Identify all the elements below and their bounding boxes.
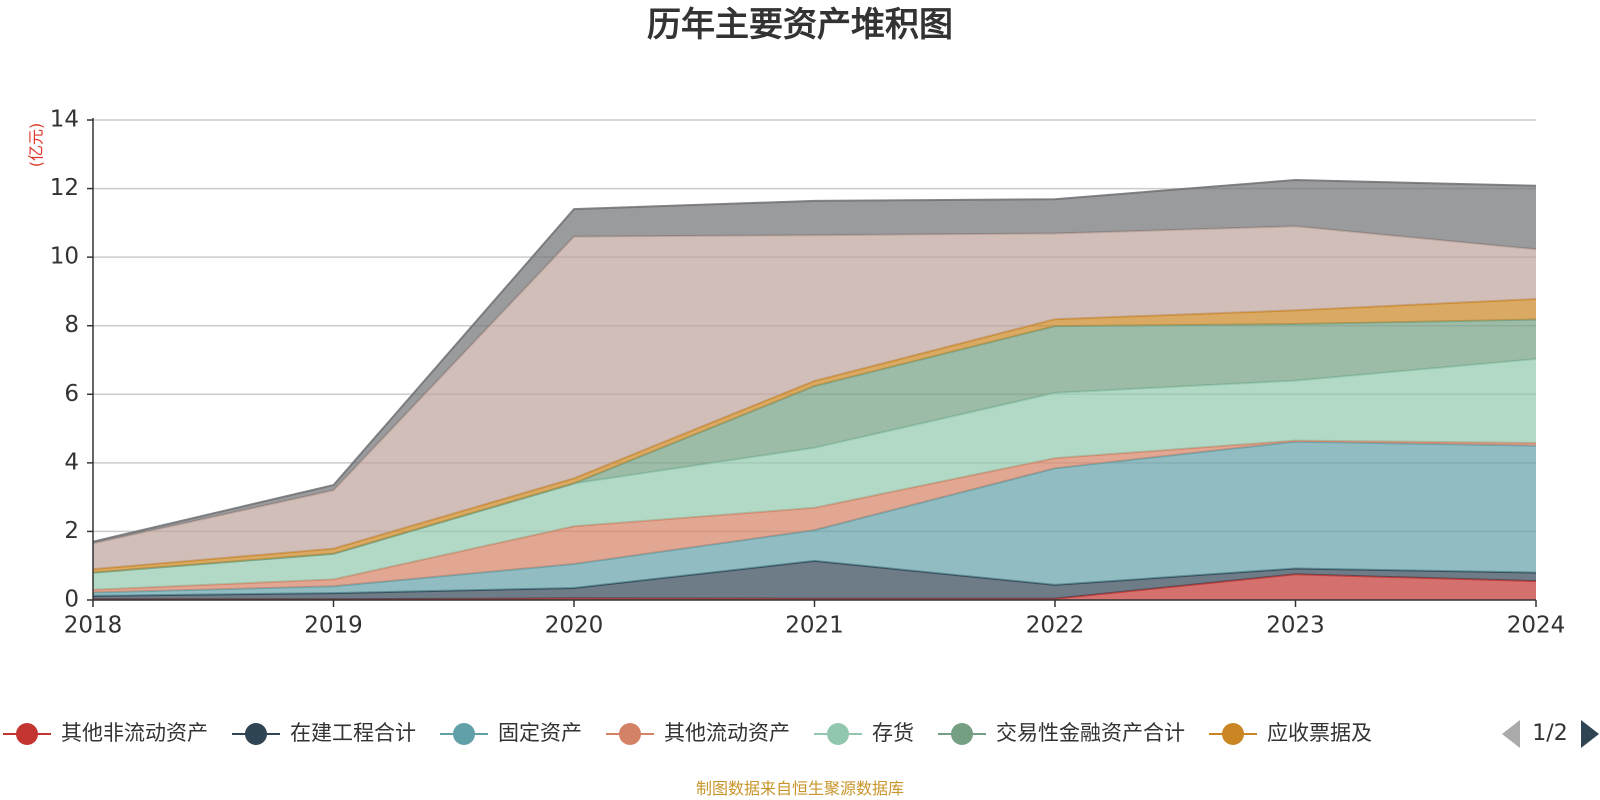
legend-pager: 1/2 xyxy=(1502,720,1599,748)
area-series xyxy=(93,574,1536,600)
y-tick-label: 0 xyxy=(64,587,79,613)
legend-label: 其他流动资产 xyxy=(664,721,790,745)
legend-label: 在建工程合计 xyxy=(290,721,416,745)
legend-label: 应收票据及 xyxy=(1267,721,1372,745)
x-tick-label: 2024 xyxy=(1507,613,1566,639)
area-series xyxy=(93,319,1536,573)
area-series xyxy=(93,440,1536,593)
legend-marker xyxy=(453,723,475,745)
legend-item[interactable]: 其他非流动资产 xyxy=(3,721,208,745)
legend-marker xyxy=(1222,723,1244,745)
area-series xyxy=(93,226,1536,570)
area-layer xyxy=(92,178,1537,601)
x-tick-label: 2019 xyxy=(304,613,363,639)
legend-page-indicator: 1/2 xyxy=(1532,721,1567,746)
legend-item[interactable]: 在建工程合计 xyxy=(232,721,416,745)
chart-title: 历年主要资产堆积图 xyxy=(647,5,953,45)
y-axis-title: (亿元) xyxy=(27,123,46,168)
x-tick-label: 2022 xyxy=(1026,613,1085,639)
y-tick-label: 4 xyxy=(64,449,79,475)
area-series-edge xyxy=(92,178,1537,543)
legend-prev-arrow-icon[interactable] xyxy=(1502,720,1520,748)
legend-label: 固定资产 xyxy=(498,721,582,745)
x-tick-label: 2023 xyxy=(1266,613,1325,639)
legend-marker xyxy=(827,723,849,745)
x-tick-label: 2018 xyxy=(64,613,123,639)
legend-label: 交易性金融资产合计 xyxy=(996,721,1185,745)
area-series xyxy=(93,180,1536,544)
y-tick-label: 2 xyxy=(64,518,79,544)
legend-marker xyxy=(16,723,38,745)
legend-next-arrow-icon[interactable] xyxy=(1581,720,1599,748)
area-series xyxy=(93,560,1536,600)
area-series xyxy=(93,441,1536,596)
source-note: 制图数据来自恒生聚源数据库 xyxy=(695,779,904,798)
legend-marker xyxy=(951,723,973,745)
x-tick-label: 2020 xyxy=(545,613,604,639)
y-tick-label: 8 xyxy=(64,312,79,338)
y-tick-label: 6 xyxy=(64,381,79,407)
legend-item[interactable]: 应收票据及 xyxy=(1209,721,1372,745)
legend-item[interactable]: 固定资产 xyxy=(440,721,582,745)
legend-label: 存货 xyxy=(872,721,914,745)
area-series xyxy=(93,359,1536,590)
y-tick-label: 12 xyxy=(50,175,79,201)
legend-marker xyxy=(245,723,267,745)
axis-layer: 0 2 4 6 8 10 12 14 2018 2019 2020 2021 2022 2023 2024 xyxy=(50,107,1566,639)
legend-marker xyxy=(619,723,641,745)
legend-item[interactable]: 其他流动资产 xyxy=(606,721,790,745)
y-tick-label: 14 xyxy=(50,107,79,133)
legend-label: 其他非流动资产 xyxy=(61,721,208,745)
y-tick-label: 10 xyxy=(50,244,79,270)
legend: 其他非流动资产 在建工程合计 固定资产 其他流动资产 存货 交易性金融资产合计 应收票据及 1… xyxy=(3,720,1599,748)
x-tick-label: 2021 xyxy=(785,613,844,639)
legend-item[interactable]: 交易性金融资产合计 xyxy=(938,721,1185,745)
legend-item[interactable]: 存货 xyxy=(814,721,914,745)
